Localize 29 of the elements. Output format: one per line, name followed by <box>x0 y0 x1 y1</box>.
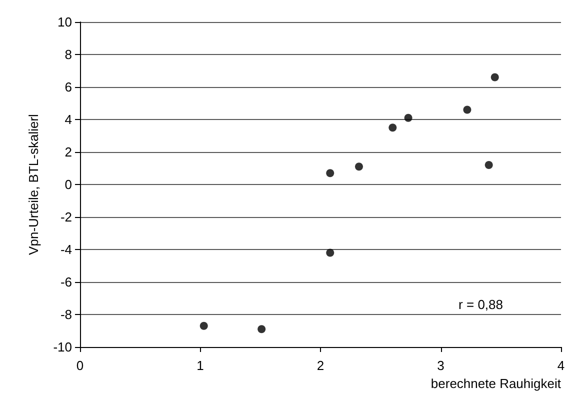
y-tick-label: -6 <box>60 274 72 290</box>
point <box>354 162 363 171</box>
y-tick-label: 6 <box>64 80 72 94</box>
y-tick-label: 10 <box>58 14 72 30</box>
point <box>200 322 208 330</box>
point <box>258 325 266 334</box>
x-axis-title: berechnete Rauhigkeit <box>430 376 562 391</box>
y-tick-label: 0 <box>64 177 72 192</box>
y-tick-label: -8 <box>60 307 72 322</box>
y-tick-label: 4 <box>64 112 72 127</box>
point <box>326 248 334 257</box>
x-tick-label: 2 <box>316 358 324 373</box>
y-tick-label: 2 <box>64 144 72 160</box>
point <box>463 106 472 114</box>
x-tick-label: 1 <box>196 358 204 373</box>
annotation: r = 0,88 <box>458 297 504 312</box>
point <box>404 114 412 122</box>
y-tick-label: -2 <box>60 210 72 224</box>
point <box>326 169 334 178</box>
x-tick-label: 0 <box>76 358 84 373</box>
x-tick-label: 4 <box>557 358 565 373</box>
y-tick-label: -10 <box>53 340 72 354</box>
y-tick-label: -4 <box>60 242 72 257</box>
y-tick-label: 8 <box>64 47 72 62</box>
point <box>490 73 499 82</box>
y-axis-title: Vpn-Urteile, BTL-skalierl <box>26 114 41 255</box>
point <box>484 161 493 169</box>
point <box>388 124 397 132</box>
x-tick-label: 3 <box>437 358 444 373</box>
